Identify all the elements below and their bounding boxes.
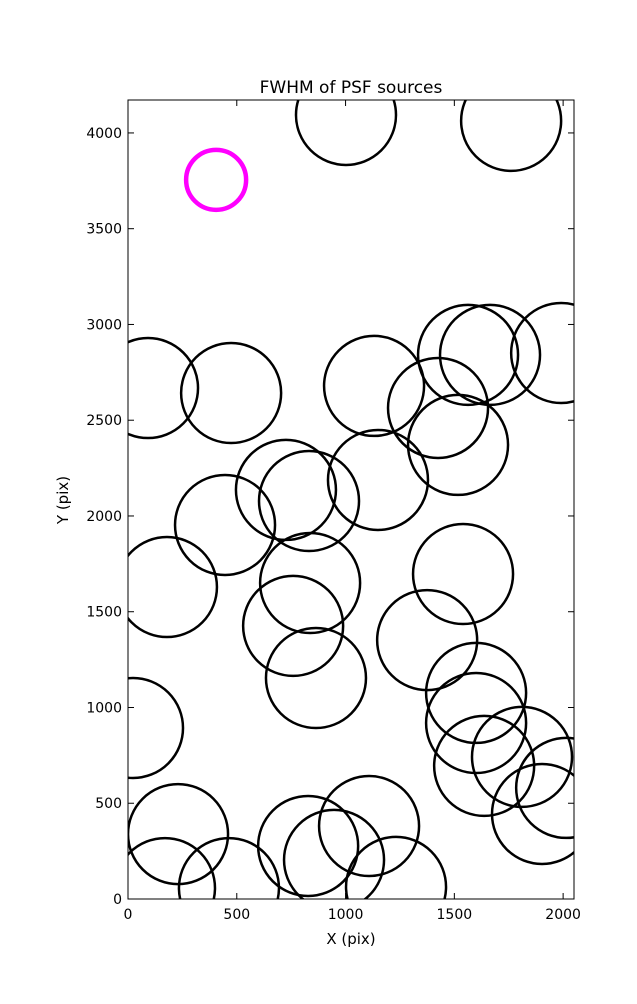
source-circle: [317, 774, 421, 878]
source-circle: [128, 782, 230, 886]
source-circle: [177, 836, 281, 899]
y-tick-label: 2500: [86, 413, 122, 429]
source-circle: [241, 574, 345, 678]
source-circle: [183, 147, 249, 213]
source-circle: [490, 762, 574, 866]
source-circle: [424, 641, 528, 745]
source-circle: [386, 356, 490, 460]
source-circle: [257, 449, 361, 553]
y-tick-label: 3500: [86, 222, 122, 238]
source-circle: [432, 714, 536, 818]
y-tick-label: 1000: [86, 700, 122, 716]
source-circle: [179, 341, 283, 445]
plot-area: [128, 100, 574, 899]
x-tick-label: 500: [223, 907, 250, 923]
source-circle: [128, 676, 185, 780]
source-circle: [173, 473, 277, 577]
source-circle: [128, 336, 200, 440]
y-axis-label: Y (pix): [54, 476, 72, 525]
source-circle: [322, 334, 426, 438]
source-circle: [424, 671, 528, 775]
x-tick-label: 1500: [437, 907, 473, 923]
y-tick-label: 4000: [86, 126, 122, 142]
source-circle: [344, 835, 448, 899]
source-circle: [514, 736, 574, 840]
source-circle: [256, 794, 360, 898]
plot-frame: [127, 99, 575, 900]
x-tick-label: 2000: [545, 907, 581, 923]
source-circle: [326, 428, 430, 532]
source-circle: [470, 705, 574, 809]
chart-title: FWHM of PSF sources: [260, 78, 443, 98]
source-circle: [128, 535, 219, 639]
x-axis-label: X (pix): [326, 930, 375, 948]
source-circle: [406, 393, 510, 497]
y-tick-label: 500: [95, 796, 122, 812]
source-circle: [294, 100, 398, 167]
y-tick-label: 2000: [86, 509, 122, 525]
y-tick-label: 1500: [86, 605, 122, 621]
source-circle: [459, 100, 563, 173]
source-circle: [416, 303, 520, 407]
y-tick-label: 3000: [86, 317, 122, 333]
source-circle: [264, 626, 368, 730]
source-circle: [411, 522, 515, 626]
x-tick-label: 1000: [328, 907, 364, 923]
x-tick-label: 0: [124, 907, 133, 923]
source-circle: [509, 301, 574, 405]
source-circle: [258, 531, 362, 635]
source-circle: [128, 836, 217, 899]
source-circle: [234, 438, 338, 542]
source-circle: [282, 808, 386, 899]
y-tick-label: 0: [113, 892, 122, 908]
